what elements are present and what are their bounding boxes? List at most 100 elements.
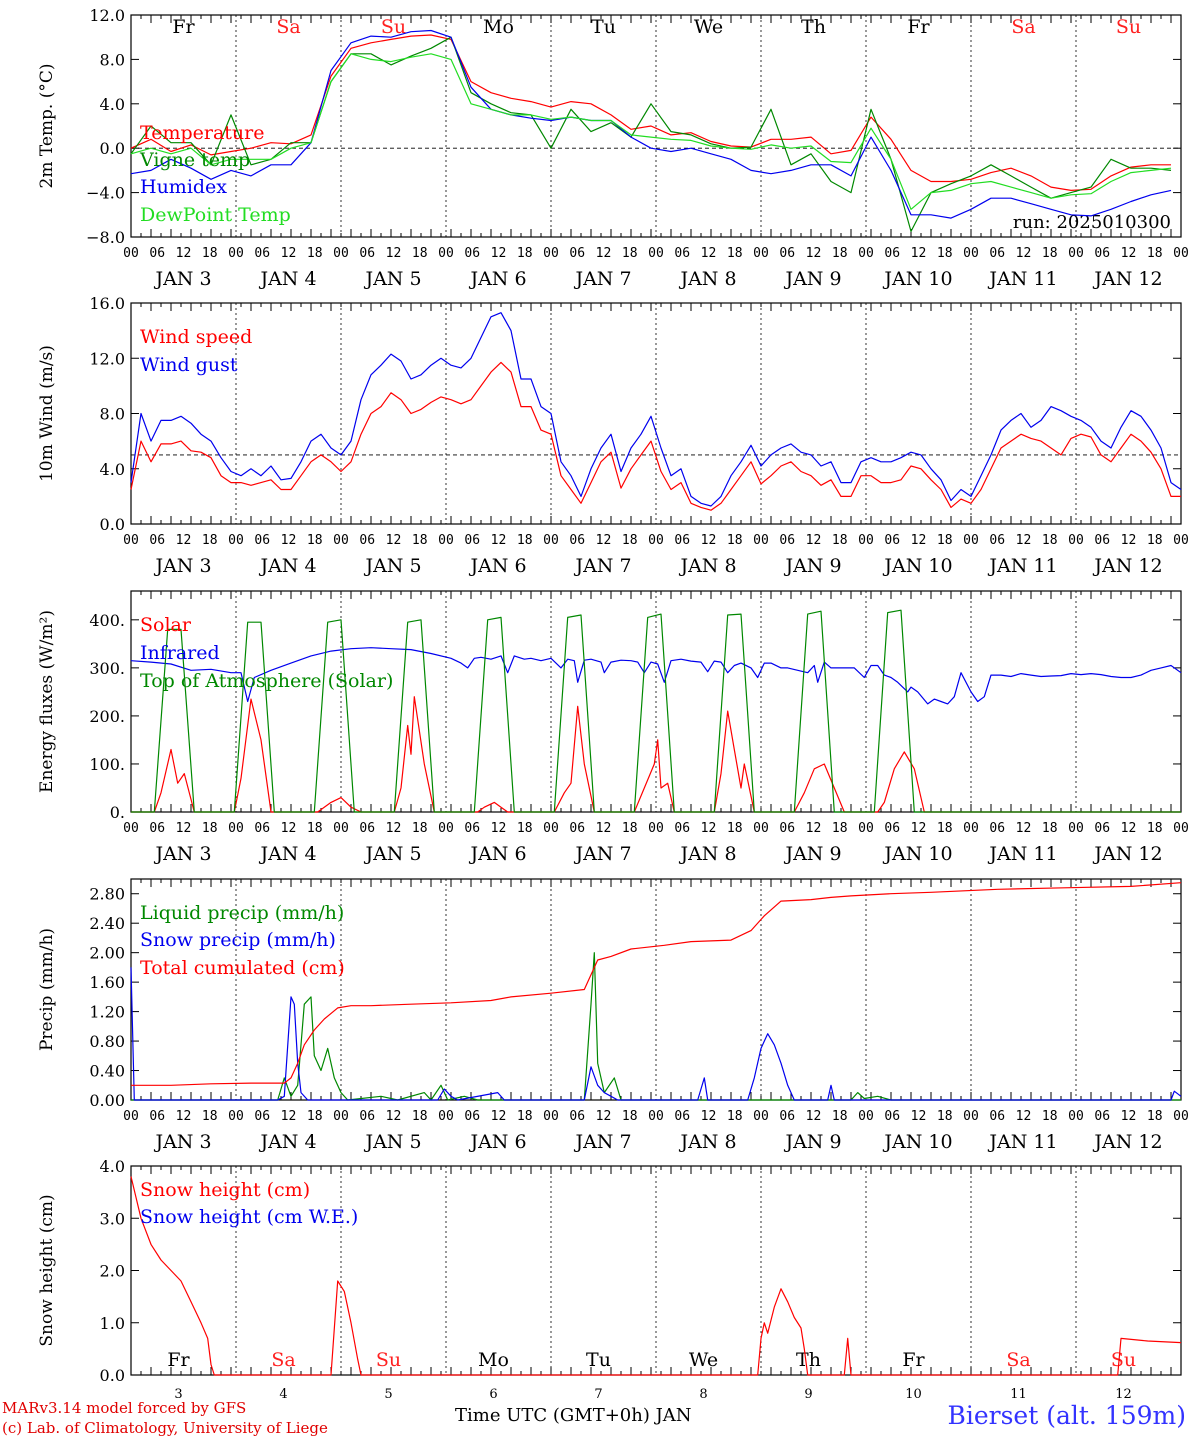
x-hour-label: 06 [359, 533, 375, 548]
x-hour-label: 12 [176, 821, 192, 836]
x-hour-label: 00 [123, 821, 139, 836]
series-line-wind-speed [130, 361, 1181, 511]
legend-entry: Snow height (cm W.E.) [140, 1206, 358, 1228]
x-hour-label: 12 [806, 533, 822, 548]
x-day-number: 4 [279, 1387, 287, 1402]
x-hour-label: 06 [1094, 821, 1110, 836]
weekday-label: Sa [276, 16, 300, 38]
x-day-label: JAN 10 [882, 555, 952, 577]
x-day-label: JAN 7 [573, 268, 631, 290]
x-hour-label: 00 [543, 1109, 559, 1124]
x-hour-label: 12 [491, 1109, 507, 1124]
x-day-number: 11 [1010, 1387, 1027, 1402]
x-day-label: JAN 6 [468, 1131, 526, 1153]
weekday-label: Mo [478, 1349, 509, 1371]
x-hour-label: 00 [753, 821, 769, 836]
x-hour-label: 18 [727, 533, 743, 548]
x-hour-label: 00 [1068, 821, 1084, 836]
series-line-top-of-atmosphere-solar- [131, 609, 1181, 813]
legend-entry: Total cumulated (cm) [140, 957, 345, 979]
x-hour-label: 06 [149, 246, 165, 261]
x-hour-label: 12 [596, 246, 612, 261]
x-hour-label: 12 [596, 1109, 612, 1124]
weekday-label: Fr [167, 1349, 190, 1371]
x-hour-label: 18 [622, 1109, 638, 1124]
x-day-number: 5 [384, 1387, 392, 1402]
x-hour-label: 18 [1042, 533, 1058, 548]
x-day-label: JAN 4 [258, 1131, 316, 1153]
x-hour-label: 18 [202, 821, 218, 836]
series-line-liquid-precip-mm-h- [131, 952, 1181, 1101]
series-line-dewpoint-temp [130, 53, 1172, 210]
series-line-humidex [130, 29, 1172, 219]
x-hour-label: 00 [753, 246, 769, 261]
x-hour-label: 12 [176, 1109, 192, 1124]
weekday-label: Fr [907, 16, 930, 38]
legend-entry: Humidex [140, 176, 227, 198]
weekday-label: Fr [902, 1349, 925, 1371]
x-hour-label: 12 [491, 246, 507, 261]
series-line-vigne-temp [130, 36, 1172, 232]
x-hour-label: 00 [1173, 821, 1189, 836]
legend-entry: Wind speed [140, 326, 252, 348]
x-hour-label: 12 [806, 1109, 822, 1124]
y-tick-label: 2.00 [89, 944, 125, 963]
x-hour-label: 06 [254, 1109, 270, 1124]
x-day-label: JAN 12 [1092, 268, 1162, 290]
x-hour-label: 06 [779, 533, 795, 548]
x-hour-label: 18 [622, 533, 638, 548]
x-hour-label: 00 [1068, 533, 1084, 548]
x-day-label: JAN 3 [153, 555, 211, 577]
y-tick-label: 12.0 [89, 6, 125, 25]
legend-entry: Temperature [140, 122, 264, 144]
x-hour-label: 12 [281, 1109, 297, 1124]
x-hour-label: 18 [937, 821, 953, 836]
x-hour-label: 00 [858, 821, 874, 836]
x-day-label: JAN 5 [363, 843, 421, 865]
x-hour-label: 18 [517, 821, 533, 836]
x-hour-label: 00 [123, 1109, 139, 1124]
x-hour-label: 06 [359, 1109, 375, 1124]
x-hour-label: 18 [307, 821, 323, 836]
x-hour-label: 06 [779, 246, 795, 261]
x-hour-label: 12 [1121, 821, 1137, 836]
x-day-label: JAN 10 [882, 843, 952, 865]
x-hour-label: 06 [884, 533, 900, 548]
weekday-label: Tu [586, 1349, 611, 1371]
x-hour-label: 18 [1147, 533, 1163, 548]
y-tick-label: 2.40 [89, 914, 125, 933]
x-hour-label: 12 [1016, 246, 1032, 261]
x-day-label: JAN 12 [1092, 1131, 1162, 1153]
x-hour-label: 06 [254, 246, 270, 261]
x-day-label: JAN 9 [783, 555, 841, 577]
x-hour-label: 18 [1147, 1109, 1163, 1124]
x-hour-label: 06 [674, 1109, 690, 1124]
x-hour-label: 18 [412, 246, 428, 261]
x-hour-label: 00 [123, 246, 139, 261]
x-hour-label: 00 [543, 821, 559, 836]
y-axis-label: Energy fluxes (W/m²) [37, 610, 57, 793]
x-hour-label: 00 [648, 533, 664, 548]
legend-entry: Top of Atmosphere (Solar) [140, 670, 393, 692]
x-hour-label: 06 [989, 1109, 1005, 1124]
x-hour-label: 12 [596, 821, 612, 836]
x-hour-label: 00 [333, 246, 349, 261]
x-hour-label: 00 [963, 246, 979, 261]
y-tick-label: 0.0 [100, 139, 125, 158]
x-hour-label: 00 [1173, 1109, 1189, 1124]
x-hour-label: 06 [359, 821, 375, 836]
x-hour-label: 18 [727, 1109, 743, 1124]
x-hour-label: 18 [412, 533, 428, 548]
x-day-label: JAN 6 [468, 555, 526, 577]
x-hour-label: 12 [281, 821, 297, 836]
x-hour-label: 00 [1068, 1109, 1084, 1124]
x-day-number: 3 [174, 1387, 182, 1402]
x-hour-label: 12 [491, 821, 507, 836]
x-hour-label: 06 [464, 821, 480, 836]
x-hour-label: 06 [149, 821, 165, 836]
x-day-number: 6 [489, 1387, 497, 1402]
y-tick-label: 12.0 [89, 349, 125, 368]
y-tick-label: 8.0 [100, 50, 125, 69]
x-hour-label: 06 [149, 533, 165, 548]
x-hour-label: 00 [228, 1109, 244, 1124]
